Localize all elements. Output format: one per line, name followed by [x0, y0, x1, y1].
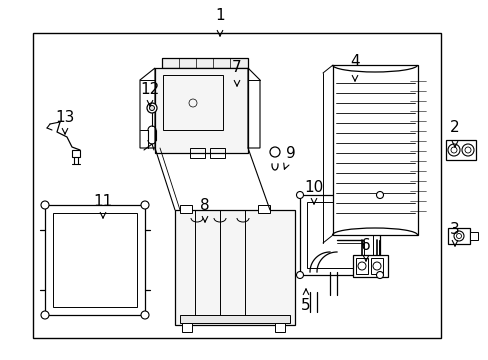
Bar: [155, 68, 247, 153]
Bar: [306, 202, 372, 268]
Bar: [258, 205, 269, 213]
Circle shape: [372, 262, 380, 270]
Circle shape: [269, 147, 280, 157]
Bar: [370, 258, 382, 274]
Circle shape: [453, 231, 463, 241]
Bar: [175, 210, 294, 325]
Text: 9: 9: [285, 145, 295, 161]
Bar: [447, 228, 469, 244]
Bar: [180, 205, 192, 213]
Bar: [355, 258, 367, 274]
Bar: [299, 195, 379, 275]
Text: 12: 12: [140, 82, 159, 98]
Circle shape: [447, 144, 459, 156]
Circle shape: [296, 271, 303, 279]
Text: 1: 1: [215, 8, 224, 22]
Bar: [445, 140, 475, 160]
Polygon shape: [332, 65, 417, 235]
Text: 7: 7: [232, 59, 242, 75]
Bar: [163, 75, 223, 130]
Circle shape: [450, 147, 456, 153]
Bar: [209, 148, 224, 158]
Bar: [352, 255, 387, 277]
Text: 2: 2: [449, 121, 459, 135]
Circle shape: [461, 144, 473, 156]
Circle shape: [376, 192, 383, 198]
Circle shape: [296, 192, 303, 198]
Bar: [180, 315, 289, 323]
Text: 10: 10: [304, 180, 323, 195]
Text: 13: 13: [55, 111, 75, 126]
Text: 8: 8: [200, 198, 209, 212]
Circle shape: [456, 234, 461, 238]
Polygon shape: [162, 58, 247, 68]
Circle shape: [464, 147, 470, 153]
Bar: [53, 213, 137, 307]
Text: 6: 6: [360, 238, 370, 252]
Bar: [469, 232, 477, 240]
Polygon shape: [274, 323, 285, 332]
Polygon shape: [72, 150, 80, 157]
Text: 5: 5: [301, 297, 310, 312]
Circle shape: [376, 271, 383, 279]
Bar: [45, 205, 145, 315]
Text: 11: 11: [93, 194, 112, 210]
Text: 3: 3: [449, 222, 459, 238]
Circle shape: [357, 262, 365, 270]
Bar: [190, 148, 204, 158]
Circle shape: [141, 311, 149, 319]
Circle shape: [41, 311, 49, 319]
Circle shape: [41, 201, 49, 209]
Circle shape: [147, 103, 157, 113]
Circle shape: [149, 105, 154, 111]
Bar: [33, 33, 440, 338]
Polygon shape: [182, 323, 192, 332]
Text: 4: 4: [349, 54, 359, 69]
Circle shape: [141, 201, 149, 209]
